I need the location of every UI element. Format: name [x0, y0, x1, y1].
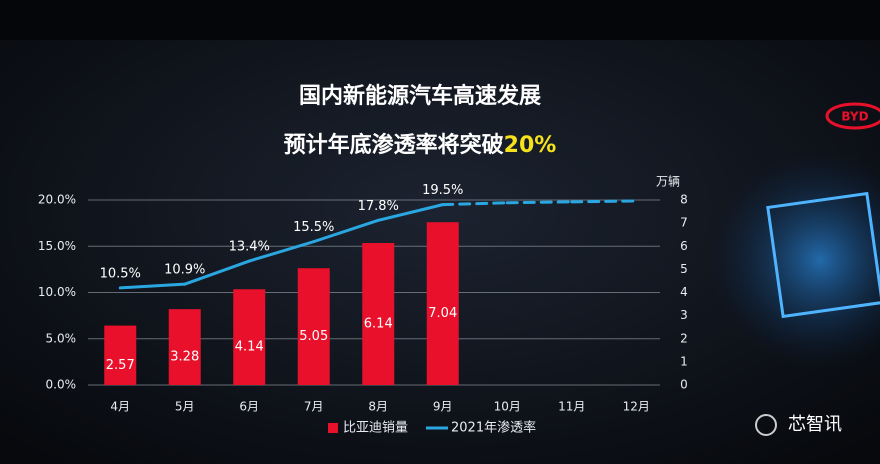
y2-axis-label: 万辆 [656, 175, 680, 189]
y2-tick-label: 2 [680, 331, 688, 345]
y-tick-label: 15.0% [38, 239, 76, 253]
chip-graphic [766, 191, 880, 319]
y2-tick-label: 0 [680, 378, 688, 392]
y2-tick-label: 5 [680, 262, 688, 276]
bar-value-label: 5.05 [299, 329, 328, 344]
line-segment [441, 201, 509, 207]
x-tick-label: 10月 [494, 400, 521, 414]
x-tick-label: 7月 [304, 400, 324, 414]
line-segment [505, 200, 574, 205]
legend-label: 比亚迪销量 [343, 421, 408, 436]
y-tick-label: 0.0% [46, 378, 77, 392]
y2-tick-label: 3 [680, 308, 688, 322]
bar [426, 222, 459, 385]
bar [233, 289, 266, 385]
x-tick-label: 11月 [558, 400, 585, 414]
bar-value-label: 2.57 [106, 358, 135, 373]
y-tick-label: 5.0% [46, 331, 77, 345]
bar-value-label: 6.14 [364, 317, 393, 332]
line-value-label: 13.4% [229, 240, 270, 255]
line-segment [247, 240, 316, 263]
chip-glow [710, 150, 880, 370]
bar-value-label: 4.14 [235, 340, 264, 355]
bar [362, 243, 395, 385]
y2-tick-label: 4 [680, 285, 688, 299]
legend-swatch [328, 423, 338, 433]
line-value-label: 15.5% [293, 220, 334, 235]
x-tick-label: 4月 [110, 400, 130, 414]
line-value-label: 10.9% [164, 263, 205, 278]
bar [297, 268, 330, 385]
x-tick-label: 6月 [239, 400, 259, 414]
bar [104, 325, 137, 385]
line-value-label: 10.5% [100, 266, 141, 281]
line-segment [183, 259, 251, 286]
y-tick-label: 10.0% [38, 285, 76, 299]
x-tick-label: 9月 [433, 400, 453, 414]
line-segment [118, 282, 187, 290]
line-segment [312, 218, 380, 244]
bar [168, 309, 201, 385]
y2-tick-label: 7 [680, 216, 688, 230]
title-highlight: 20% [504, 133, 557, 158]
y2-tick-label: 8 [680, 193, 688, 207]
ceiling [0, 0, 880, 40]
x-tick-label: 8月 [368, 400, 388, 414]
title-text: 预计年底渗透率将突破 [284, 132, 504, 158]
watermark-icon [755, 414, 777, 436]
x-tick-label: 12月 [623, 400, 650, 414]
line-value-label: 17.8% [358, 199, 399, 214]
y-tick-label: 20.0% [38, 193, 76, 207]
bar-value-label: 3.28 [170, 350, 199, 365]
title-line-2: 预计年底渗透率将突破20% [284, 132, 557, 158]
watermark: 芯智讯 [788, 414, 842, 435]
legend-label: 2021年渗透率 [451, 420, 536, 436]
line-segment [570, 199, 638, 204]
y2-tick-label: 1 [680, 354, 688, 368]
title-line-1: 国内新能源汽车高速发展 [299, 83, 541, 109]
y2-tick-label: 6 [680, 239, 688, 253]
logo: BYD [841, 110, 868, 124]
bar-value-label: 7.04 [428, 306, 457, 321]
line-segment [376, 203, 445, 222]
logo-ring [825, 102, 880, 130]
line-value-label: 19.5% [422, 183, 463, 198]
x-tick-label: 5月 [175, 400, 195, 414]
